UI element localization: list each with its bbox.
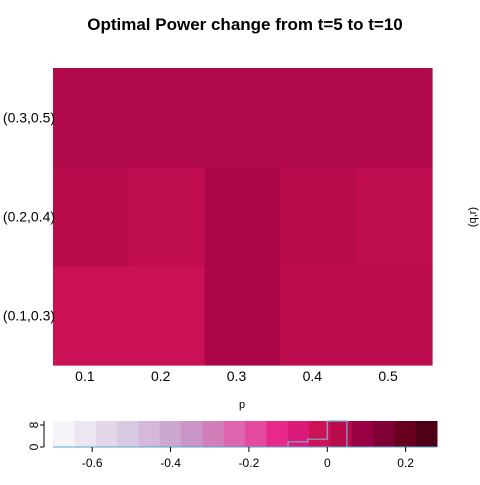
x-tick-label: 0.3 — [227, 368, 247, 384]
x-tick-label: 0.1 — [75, 368, 95, 384]
colorbar-swatch — [287, 421, 310, 447]
colorbar-tick-label: -0.2 — [239, 456, 260, 470]
heatmap-cell — [53, 68, 130, 168]
heatmap-cell — [356, 68, 433, 168]
heatmap-cell — [280, 266, 357, 366]
colorbar: -0.6 -0.4 -0.2 0 0.2 0 8 — [27, 420, 438, 470]
colorbar-tick-label: -0.6 — [82, 456, 103, 470]
heatmap-cell — [128, 167, 206, 267]
colorbar-swatch — [138, 421, 161, 447]
heatmap-cell — [356, 167, 433, 267]
heatmap-cell — [204, 266, 281, 366]
colorbar-swatch — [159, 421, 182, 447]
colorbar-swatch — [95, 421, 118, 447]
colorbar-swatch — [202, 421, 225, 447]
colorbar-swatch — [415, 421, 438, 447]
colorbar-swatch — [394, 421, 417, 447]
colorbar-swatch — [266, 421, 289, 447]
heatmap-cell — [356, 266, 433, 366]
y-axis-label: (q,r) — [467, 207, 479, 227]
colorbar-swatch — [309, 421, 331, 447]
colorbar-swatch — [351, 421, 374, 447]
colorbar-histogram — [287, 420, 348, 447]
x-axis-label: p — [239, 399, 245, 411]
histogram-tick-label: 0 — [27, 443, 41, 450]
x-tick-label: 0.4 — [303, 368, 323, 384]
y-tick-label: (0.3,0.5) — [3, 110, 55, 126]
heatmap-cell — [280, 68, 357, 168]
colorbar-tick-label: 0.2 — [397, 456, 414, 470]
colorbar-swatch — [373, 421, 395, 447]
colorbar-swatch — [223, 421, 246, 447]
histogram-tick-label: 8 — [27, 421, 41, 428]
y-tick-labels: (0.1,0.3) (0.2,0.4) (0.3,0.5) — [3, 110, 55, 324]
y-tick-label: (0.1,0.3) — [3, 308, 55, 324]
colorbar-swatch — [53, 421, 75, 447]
colorbar-swatch — [74, 421, 97, 447]
chart-title: Optimal Power change from t=5 to t=10 — [87, 15, 403, 34]
heatmap-cell — [128, 68, 206, 168]
colorbar-swatch — [117, 421, 139, 447]
heatmap-cell — [204, 167, 281, 267]
colorbar-tick-label: 0 — [324, 456, 331, 470]
colorbar-tick-label: -0.4 — [160, 456, 181, 470]
colorbar-swatch — [330, 421, 353, 447]
x-tick-label: 0.5 — [378, 368, 398, 384]
heatmap-cell — [128, 266, 206, 366]
x-tick-label: 0.2 — [151, 368, 171, 384]
heatmap-cell — [53, 167, 130, 267]
x-tick-labels: 0.1 0.2 0.3 0.4 0.5 — [75, 368, 398, 384]
heatmap-cell — [53, 266, 130, 366]
colorbar-swatch — [245, 421, 267, 447]
colorbar-swatch — [181, 421, 203, 447]
heatmap-cell — [204, 68, 281, 168]
y-tick-label: (0.2,0.4) — [3, 209, 55, 225]
heatmap-cells — [53, 68, 433, 366]
heatmap-cell — [280, 167, 357, 267]
